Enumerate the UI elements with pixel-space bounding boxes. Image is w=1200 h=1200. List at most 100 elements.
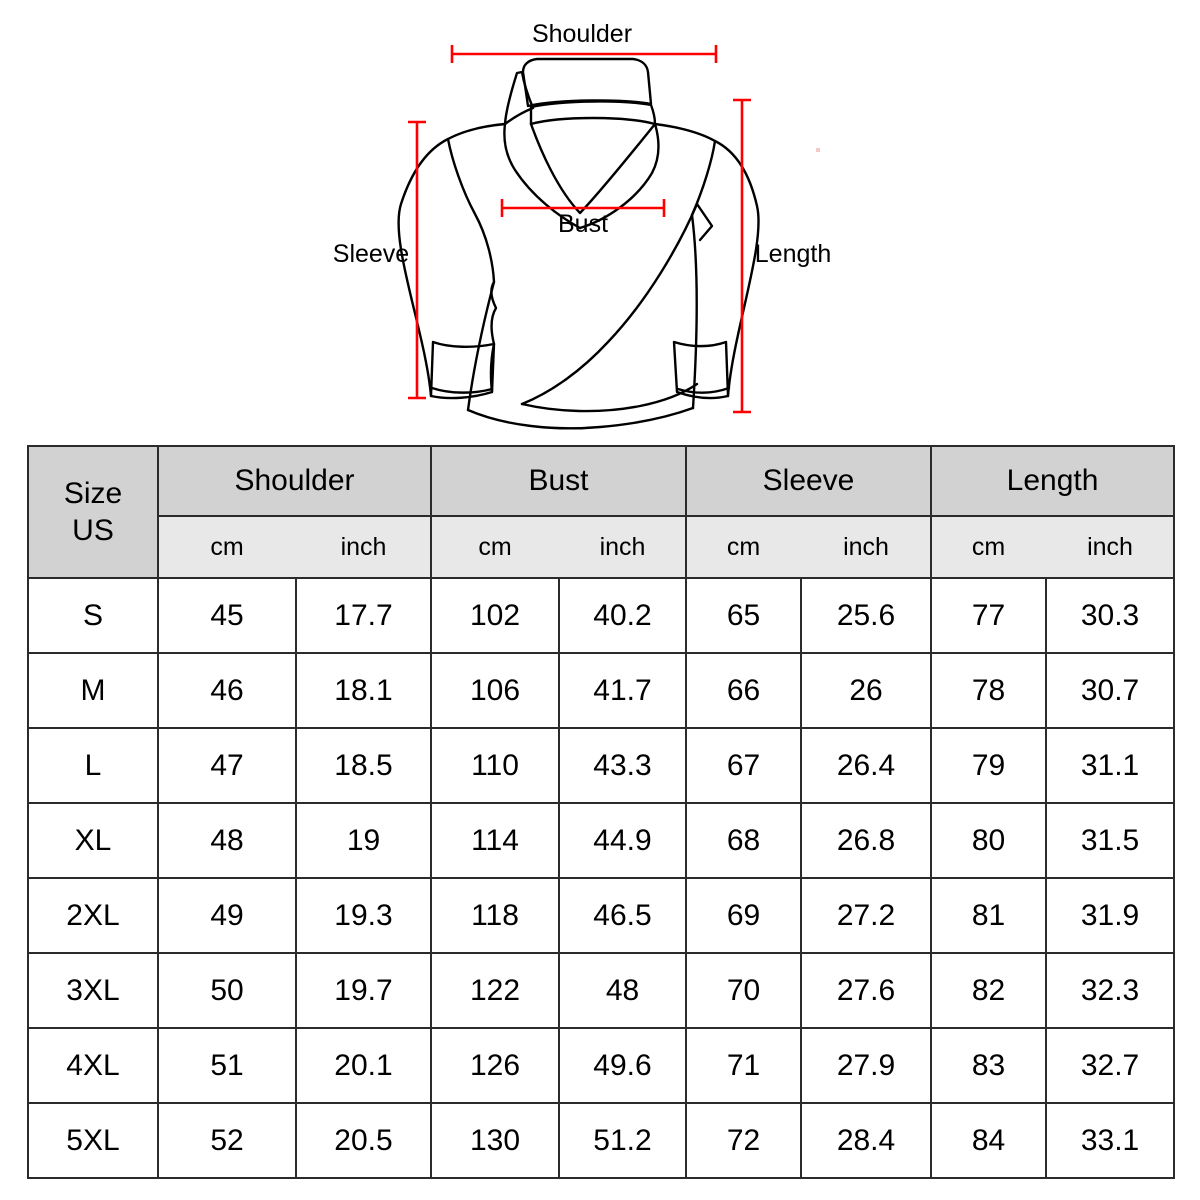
value-cell-length-cm: 81 [930, 877, 1048, 954]
value-cell-sleeve-cm: 66 [685, 652, 802, 729]
table-group-header-row: Size US Shoulder Bust Sleeve Length [27, 445, 1176, 579]
value-cell-bust-cm: 106 [430, 652, 560, 729]
hoodie-illustration-outline [397, 57, 760, 430]
value-cell-bust-in: 43.3 [558, 727, 687, 804]
size-label-cell: M [27, 652, 159, 729]
size-label-cell: S [27, 577, 159, 654]
value-cell-length-cm: 79 [930, 727, 1048, 804]
value-cell-sleeve-in: 26.8 [799, 802, 933, 879]
value-cell-length-cm: 77 [930, 577, 1048, 654]
value-cell-sleeve-in: 26 [799, 652, 933, 729]
shoulder-dimension-arrow [450, 45, 718, 63]
size-chart-table: Size US Shoulder Bust Sleeve Length cm i… [27, 445, 1176, 1179]
size-us-header: Size US [27, 445, 159, 579]
value-cell-length-cm: 84 [930, 1102, 1048, 1179]
value-cell-bust-in: 49.6 [558, 1027, 687, 1104]
table-row: XL 48 19 114 44.9 68 26.8 80 31.5 [27, 802, 1176, 879]
sleeve-label: Sleeve [333, 240, 409, 268]
value-cell-bust-cm: 130 [430, 1102, 560, 1179]
group-header-sleeve: Sleeve [684, 445, 933, 517]
value-cell-shoulder-in: 19.3 [295, 877, 432, 954]
value-cell-bust-cm: 102 [430, 577, 560, 654]
value-cell-length-cm: 83 [930, 1027, 1048, 1104]
group-header-bust: Bust [430, 445, 687, 517]
value-cell-shoulder-cm: 46 [157, 652, 297, 729]
value-cell-shoulder-cm: 45 [157, 577, 297, 654]
value-cell-length-in: 31.1 [1045, 727, 1176, 804]
measurement-arrows [408, 45, 751, 414]
value-cell-length-in: 33.1 [1045, 1102, 1176, 1179]
table-row: S 45 17.7 102 40.2 65 25.6 77 30.3 [27, 577, 1176, 654]
value-cell-sleeve-cm: 65 [685, 577, 802, 654]
value-cell-length-cm: 80 [930, 802, 1048, 879]
value-cell-sleeve-cm: 69 [685, 877, 802, 954]
value-cell-sleeve-in: 25.6 [799, 577, 933, 654]
value-cell-shoulder-in: 18.5 [295, 727, 432, 804]
bust-label: Bust [558, 210, 608, 238]
value-cell-sleeve-in: 28.4 [799, 1102, 933, 1179]
table-row: 3XL 50 19.7 122 48 70 27.6 82 32.3 [27, 952, 1176, 1029]
unit-header-bust-inch: inch [559, 515, 687, 579]
value-cell-bust-cm: 118 [430, 877, 560, 954]
size-label-cell: 2XL [27, 877, 159, 954]
value-cell-bust-cm: 122 [430, 952, 560, 1029]
size-header-line2: US [72, 514, 114, 547]
value-cell-shoulder-cm: 47 [157, 727, 297, 804]
value-cell-shoulder-in: 20.1 [295, 1027, 432, 1104]
value-cell-shoulder-cm: 50 [157, 952, 297, 1029]
table-row: M 46 18.1 106 41.7 66 26 78 30.7 [27, 652, 1176, 729]
group-header-shoulder: Shoulder [157, 445, 432, 517]
unit-header-length-cm: cm [930, 515, 1047, 579]
value-cell-sleeve-in: 27.9 [799, 1027, 933, 1104]
raster-artifact [816, 148, 820, 152]
value-cell-sleeve-cm: 68 [685, 802, 802, 879]
value-cell-length-in: 30.7 [1045, 652, 1176, 729]
value-cell-length-cm: 82 [930, 952, 1048, 1029]
table-unit-header-row: cm inch cm inch cm inch cm inch [28, 515, 1176, 579]
value-cell-bust-in: 44.9 [558, 802, 687, 879]
size-header-line1: Size [63, 476, 123, 510]
table-row: 4XL 51 20.1 126 49.6 71 27.9 83 32.7 [27, 1027, 1176, 1104]
value-cell-sleeve-cm: 67 [685, 727, 802, 804]
value-cell-bust-cm: 126 [430, 1027, 560, 1104]
value-cell-length-cm: 78 [930, 652, 1048, 729]
value-cell-length-in: 32.3 [1045, 952, 1176, 1029]
garment-measurement-diagram: Shoulder Bust Sleeve Length [0, 0, 1200, 440]
value-cell-sleeve-in: 26.4 [799, 727, 933, 804]
value-cell-shoulder-cm: 48 [157, 802, 297, 879]
value-cell-length-in: 31.9 [1045, 877, 1176, 954]
value-cell-bust-in: 48 [558, 952, 687, 1029]
value-cell-bust-in: 40.2 [558, 577, 687, 654]
value-cell-sleeve-in: 27.2 [799, 877, 933, 954]
value-cell-sleeve-in: 27.6 [799, 952, 933, 1029]
value-cell-bust-cm: 114 [430, 802, 560, 879]
group-header-length: Length [930, 445, 1176, 517]
value-cell-bust-in: 46.5 [558, 877, 687, 954]
value-cell-sleeve-cm: 70 [685, 952, 802, 1029]
table-row: L 47 18.5 110 43.3 67 26.4 79 31.1 [27, 727, 1176, 804]
value-cell-bust-cm: 110 [430, 727, 560, 804]
unit-header-shoulder-inch: inch [296, 515, 432, 579]
value-cell-bust-in: 41.7 [558, 652, 687, 729]
value-cell-shoulder-in: 20.5 [295, 1102, 432, 1179]
value-cell-bust-in: 51.2 [558, 1102, 687, 1179]
value-cell-shoulder-in: 17.7 [295, 577, 432, 654]
shoulder-label: Shoulder [532, 20, 632, 48]
length-label: Length [755, 240, 831, 268]
value-cell-shoulder-in: 18.1 [295, 652, 432, 729]
bust-dimension-arrow [500, 199, 666, 217]
value-cell-shoulder-in: 19.7 [295, 952, 432, 1029]
value-cell-shoulder-cm: 49 [157, 877, 297, 954]
unit-header-shoulder-cm: cm [157, 515, 296, 579]
sleeve-dimension-arrow [408, 120, 426, 400]
value-cell-shoulder-in: 19 [295, 802, 432, 879]
value-cell-shoulder-cm: 51 [157, 1027, 297, 1104]
table-row: 2XL 49 19.3 118 46.5 69 27.2 81 31.9 [27, 877, 1176, 954]
value-cell-sleeve-cm: 71 [685, 1027, 802, 1104]
unit-header-length-inch: inch [1046, 515, 1176, 579]
value-cell-length-in: 30.3 [1045, 577, 1176, 654]
length-dimension-arrow [733, 98, 751, 414]
value-cell-length-in: 32.7 [1045, 1027, 1176, 1104]
value-cell-sleeve-cm: 72 [685, 1102, 802, 1179]
value-cell-shoulder-cm: 52 [157, 1102, 297, 1179]
